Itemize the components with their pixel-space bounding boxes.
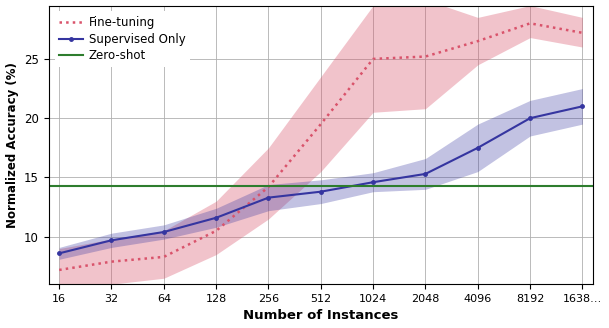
Y-axis label: Normalized Accuracy (%): Normalized Accuracy (%) (5, 62, 18, 228)
Supervised Only (160, 230, 167, 234)
Supervised Only (108, 238, 115, 242)
Fine-tuning (370, 57, 377, 61)
Fine-tuning (108, 260, 115, 264)
Fine-tuning (474, 39, 482, 43)
Supervised Only (213, 216, 220, 220)
Fine-tuning (55, 268, 63, 272)
Supervised Only (474, 146, 482, 150)
Legend: Fine-tuning, Supervised Only, Zero-shot: Fine-tuning, Supervised Only, Zero-shot (55, 11, 191, 67)
Fine-tuning (317, 122, 325, 126)
Supervised Only (265, 195, 272, 199)
Fine-tuning (526, 21, 533, 25)
Supervised Only (526, 116, 533, 120)
Line: Fine-tuning: Fine-tuning (59, 23, 582, 270)
Supervised Only (317, 190, 325, 194)
Supervised Only (422, 172, 429, 176)
Fine-tuning (213, 229, 220, 233)
Line: Supervised Only: Supervised Only (55, 103, 586, 257)
Fine-tuning (422, 54, 429, 58)
Supervised Only (579, 104, 586, 108)
Fine-tuning (160, 255, 167, 259)
Supervised Only (370, 180, 377, 184)
Fine-tuning (579, 31, 586, 35)
Supervised Only (55, 251, 63, 255)
X-axis label: Number of Instances: Number of Instances (243, 309, 398, 322)
Fine-tuning (265, 185, 272, 189)
